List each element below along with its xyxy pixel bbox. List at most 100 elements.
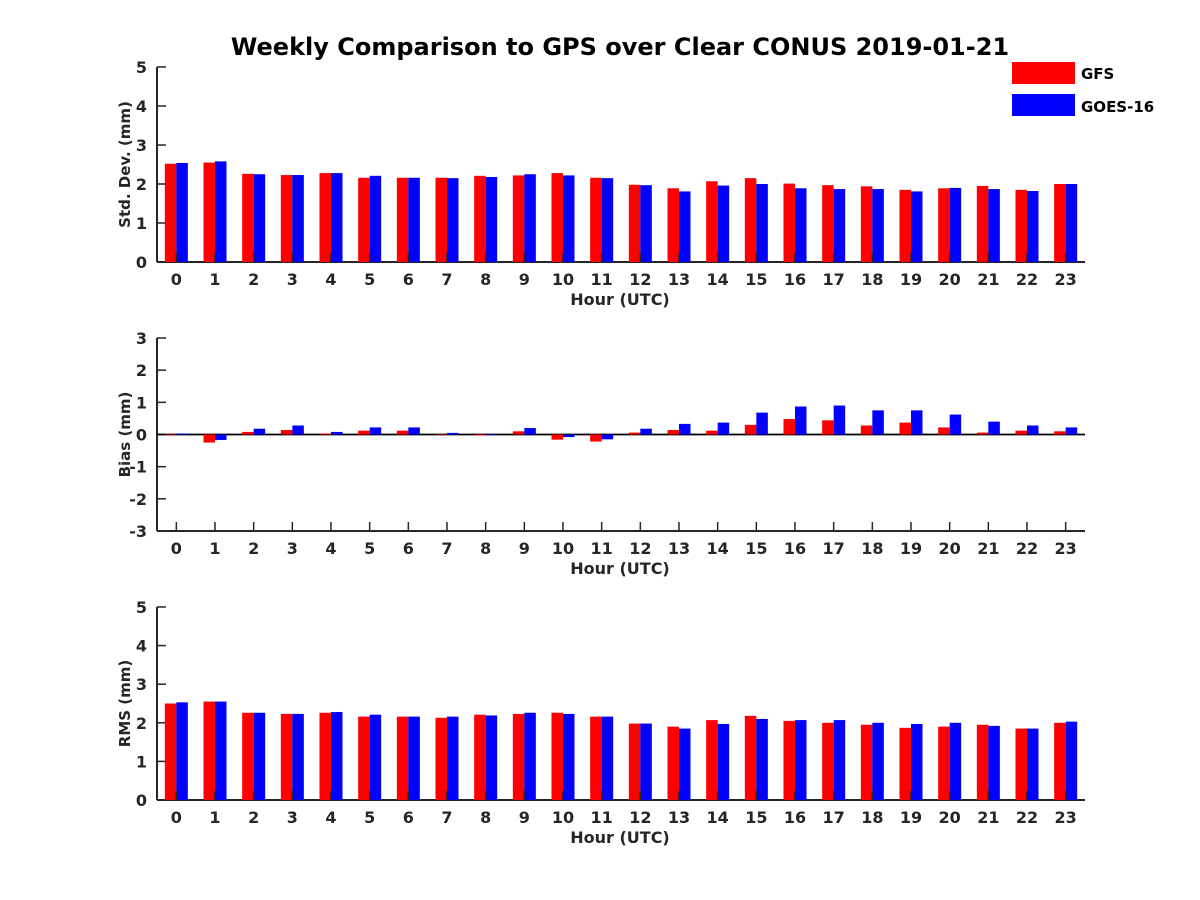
bias-x-tick-label: 2 xyxy=(248,539,259,558)
bias-bar-goes-16 xyxy=(1065,427,1078,435)
rms-bar-goes-16 xyxy=(679,728,691,800)
rms-bar-goes-16 xyxy=(640,723,652,800)
std-dev-bar-gfs xyxy=(628,184,641,262)
std-dev-bar-gfs xyxy=(706,181,718,262)
rms-x-tick-label: 22 xyxy=(1016,808,1038,827)
std-dev-bar-gfs xyxy=(512,175,525,262)
std-dev-bar-goes-16 xyxy=(563,175,575,262)
std-dev-bar-goes-16 xyxy=(524,174,536,262)
bias-bar-goes-16 xyxy=(331,431,343,435)
rms-bar-gfs xyxy=(976,724,989,800)
rms-x-tick-label: 11 xyxy=(591,808,613,827)
rms-bar-gfs xyxy=(551,712,563,800)
rms-x-tick-label: 5 xyxy=(364,808,375,827)
rms-x-tick-label: 16 xyxy=(784,808,806,827)
bias-bar-gfs xyxy=(1054,431,1066,435)
chart-title: Weekly Comparison to GPS over Clear CONU… xyxy=(231,33,1009,61)
rms-bar-gfs xyxy=(667,726,679,800)
rms-bar-gfs xyxy=(203,701,215,800)
std-dev-bar-goes-16 xyxy=(485,176,498,262)
bias-bar-goes-16 xyxy=(524,428,536,435)
std-dev-x-tick-label: 19 xyxy=(900,270,922,289)
bias-bar-gfs xyxy=(203,434,215,443)
bias-bar-gfs xyxy=(706,430,718,435)
legend-label-goes-16: GOES-16 xyxy=(1081,98,1154,116)
bias-x-tick-label: 15 xyxy=(745,539,767,558)
std-dev-bar-goes-16 xyxy=(447,178,459,262)
std-dev-x-tick-label: 8 xyxy=(480,270,491,289)
bias-x-tick-label: 19 xyxy=(900,539,922,558)
std-dev-bar-goes-16 xyxy=(756,184,768,262)
bias-y-tick-label: 2 xyxy=(136,361,147,380)
bias-bar-gfs xyxy=(474,434,486,436)
rms-x-tick-label: 17 xyxy=(823,808,845,827)
rms-x-tick-label: 15 xyxy=(745,808,767,827)
rms-bar-gfs xyxy=(744,715,757,800)
std-dev-bar-gfs xyxy=(938,188,950,262)
bias-bar-gfs xyxy=(860,425,873,435)
legend-swatch-gfs xyxy=(1012,62,1075,84)
rms-bar-goes-16 xyxy=(988,725,1000,800)
bias-bar-goes-16 xyxy=(756,412,768,435)
bias-bar-goes-16 xyxy=(447,432,459,435)
std-dev-bar-gfs xyxy=(860,186,873,262)
rms-y-tick-label: 0 xyxy=(136,791,147,810)
rms-x-tick-label: 6 xyxy=(403,808,414,827)
rms-bar-goes-16 xyxy=(833,720,846,800)
rms-bar-gfs xyxy=(628,723,641,800)
bias-bar-gfs xyxy=(899,422,911,435)
bias-bar-goes-16 xyxy=(292,425,304,435)
std-dev-bar-goes-16 xyxy=(795,188,807,262)
rms-y-tick-label: 4 xyxy=(136,637,147,656)
rms-bar-goes-16 xyxy=(872,722,884,800)
std-dev-x-tick-label: 5 xyxy=(364,270,375,289)
bias-bar-goes-16 xyxy=(485,434,498,436)
bias-x-tick-label: 13 xyxy=(668,539,690,558)
rms-x-tick-label: 20 xyxy=(939,808,961,827)
bias-bar-goes-16 xyxy=(369,427,382,435)
rms-bar-goes-16 xyxy=(524,712,536,800)
rms-x-tick-label: 10 xyxy=(552,808,574,827)
bias-bar-goes-16 xyxy=(253,428,266,435)
rms-bar-goes-16 xyxy=(601,716,614,800)
legend-label-gfs: GFS xyxy=(1081,65,1114,83)
std-dev-x-tick-label: 22 xyxy=(1016,270,1038,289)
rms-bar-goes-16 xyxy=(911,723,923,800)
bias-x-tick-label: 5 xyxy=(364,539,375,558)
rms-bar-gfs xyxy=(822,722,834,800)
std-dev-bar-goes-16 xyxy=(176,162,188,262)
x-axis-label-rms: Hour (UTC) xyxy=(570,828,670,847)
std-dev-bar-gfs xyxy=(396,177,409,262)
std-dev-x-tick-label: 6 xyxy=(403,270,414,289)
bias-bar-goes-16 xyxy=(988,421,1000,435)
rms-x-tick-label: 2 xyxy=(248,808,259,827)
std-dev-bar-goes-16 xyxy=(601,178,614,262)
bias-x-tick-label: 11 xyxy=(591,539,613,558)
std-dev-x-tick-label: 3 xyxy=(287,270,298,289)
bias-bar-gfs xyxy=(976,432,989,435)
bias-bar-gfs xyxy=(242,431,254,435)
rms-x-tick-label: 19 xyxy=(900,808,922,827)
bias-bar-goes-16 xyxy=(911,410,923,435)
bias-bar-goes-16 xyxy=(563,434,575,438)
std-dev-bar-gfs xyxy=(280,175,293,262)
std-dev-x-tick-label: 4 xyxy=(325,270,336,289)
rms-bar-goes-16 xyxy=(717,723,730,800)
bias-y-tick-label: 3 xyxy=(136,329,147,348)
rms-bar-goes-16 xyxy=(795,720,807,800)
bias-x-tick-label: 22 xyxy=(1016,539,1038,558)
std-dev-bar-gfs xyxy=(164,163,177,262)
bias-x-tick-label: 12 xyxy=(629,539,651,558)
rms-bar-goes-16 xyxy=(563,713,575,800)
bias-bar-goes-16 xyxy=(795,406,807,435)
std-dev-bar-goes-16 xyxy=(408,177,420,262)
bias-y-tick-label: -1 xyxy=(129,458,147,477)
x-axis-label-std-dev: Hour (UTC) xyxy=(570,290,670,309)
bias-x-tick-label: 8 xyxy=(480,539,491,558)
rms-x-tick-label: 1 xyxy=(209,808,220,827)
std-dev-x-tick-label: 14 xyxy=(707,270,729,289)
std-dev-bar-gfs xyxy=(783,183,795,262)
